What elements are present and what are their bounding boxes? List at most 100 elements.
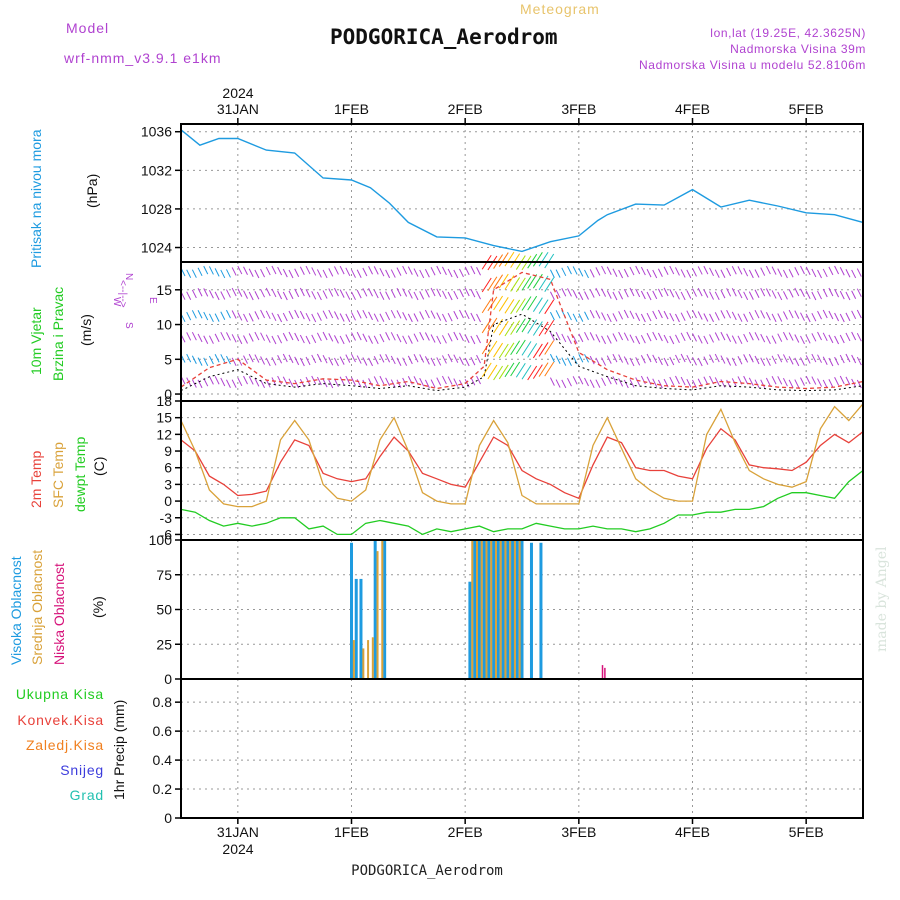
wind-barb — [800, 312, 805, 321]
wind-barb — [481, 298, 492, 314]
high-cloud-bar — [487, 540, 491, 679]
wind-barb — [322, 269, 328, 279]
wind-barb — [334, 335, 339, 344]
legend-snow: Snijeg — [60, 762, 104, 778]
wind-barb — [726, 288, 732, 297]
wind-barb — [834, 377, 840, 386]
wind-barb — [237, 288, 243, 297]
wind-barb — [561, 287, 567, 297]
wind-barb — [351, 269, 356, 278]
high-cloud-bar — [515, 540, 519, 679]
wind-barb — [226, 355, 231, 365]
wind-barb — [373, 289, 379, 299]
wind-barb — [737, 313, 743, 322]
wind-barb — [856, 309, 862, 319]
wind-barb — [271, 312, 277, 322]
wind-barb — [464, 357, 470, 367]
wind-barb — [555, 355, 561, 364]
y-tick-label: 1024 — [141, 240, 172, 256]
wind-barb — [709, 267, 714, 277]
wind-barb — [669, 312, 675, 322]
model-label: Model — [66, 20, 109, 36]
bottom-time-label: 4FEB — [675, 824, 710, 840]
wind-barb — [316, 332, 322, 342]
bottom-time-labels: 31JAN 1FEB 2FEB 3FEB 4FEB 5FEB — [217, 818, 824, 840]
wind-barb — [675, 334, 680, 344]
high-cloud-bar — [350, 542, 353, 679]
wind-barb — [788, 269, 794, 278]
wind-barb — [697, 357, 703, 367]
wind-barb — [680, 269, 686, 278]
wind-barb — [441, 335, 447, 344]
wind-barb — [777, 376, 783, 385]
high-cloud-bar — [477, 540, 481, 679]
wind-barb — [584, 291, 589, 300]
low-cloud-bar — [601, 665, 604, 679]
wind-barbs — [180, 251, 862, 389]
wind-barb — [504, 321, 515, 337]
wind-barb — [220, 311, 226, 320]
wind-barb — [339, 356, 345, 365]
y-tick-label: 9 — [164, 443, 172, 459]
wind-barb — [305, 312, 311, 322]
wind-barb — [680, 353, 686, 363]
wind-barb — [595, 287, 601, 297]
wind-barb — [203, 265, 209, 275]
wind-barb — [385, 353, 391, 363]
wind-barb — [254, 291, 260, 300]
wind-barb — [828, 334, 834, 344]
wind-legend-e: E — [147, 297, 158, 304]
wind-barb — [481, 277, 492, 293]
wind-barb — [720, 310, 726, 319]
wind-barb — [498, 252, 509, 267]
wind-legend-arrows: <--|--> — [117, 280, 128, 308]
wind-barb — [260, 288, 266, 298]
wind-barb — [584, 269, 589, 279]
wind-barb — [692, 333, 697, 342]
wind-barb — [828, 266, 834, 276]
wind-barb — [811, 312, 817, 322]
wind-barb — [237, 312, 243, 321]
wind-barb — [413, 353, 419, 363]
cloud-ylabel-3: Niska Oblacnost — [51, 563, 67, 665]
wind-barb — [578, 291, 584, 301]
wind-barb — [390, 289, 396, 298]
wind-barb — [271, 288, 277, 298]
mid-cloud-bar — [485, 540, 488, 679]
high-cloud-bar — [492, 540, 496, 679]
wind-barb — [663, 334, 669, 344]
wind-barb — [822, 288, 828, 298]
temp-ylabel-1: 2m Temp — [28, 450, 44, 508]
wind-barb — [697, 311, 703, 320]
wind-barb — [464, 334, 470, 344]
wind-barb — [657, 288, 663, 298]
wind-barb — [419, 311, 425, 320]
wind-barb — [424, 289, 430, 298]
wind-barb — [430, 334, 436, 343]
wind-barb — [856, 268, 862, 277]
wind-barb — [510, 253, 521, 268]
wind-barb — [578, 376, 584, 385]
top-time-label: 31JAN — [217, 101, 259, 117]
wind-barb — [527, 343, 538, 358]
wind-barb — [782, 331, 788, 341]
wind-barb — [692, 268, 697, 277]
wind-barb — [254, 354, 260, 363]
wind-barb — [703, 313, 709, 322]
wind-barb — [271, 335, 277, 345]
wind-barb — [226, 289, 231, 298]
wind-barb — [402, 335, 408, 345]
wind-barb — [436, 377, 442, 386]
wind-barb — [726, 333, 732, 342]
wind-barb — [851, 354, 857, 364]
wind-barb — [663, 266, 669, 275]
wind-barb — [567, 265, 572, 275]
mid-cloud-bar — [513, 540, 516, 679]
wind-unit: (m/s) — [78, 314, 94, 346]
cloud-unit: (%) — [90, 596, 106, 618]
wind-barb — [538, 251, 549, 267]
lonlat-text: lon,lat (19.25E, 42.3625N) — [710, 26, 866, 40]
wind-barb — [265, 334, 271, 343]
wind-barb — [646, 312, 652, 322]
wind-barb — [248, 268, 254, 277]
